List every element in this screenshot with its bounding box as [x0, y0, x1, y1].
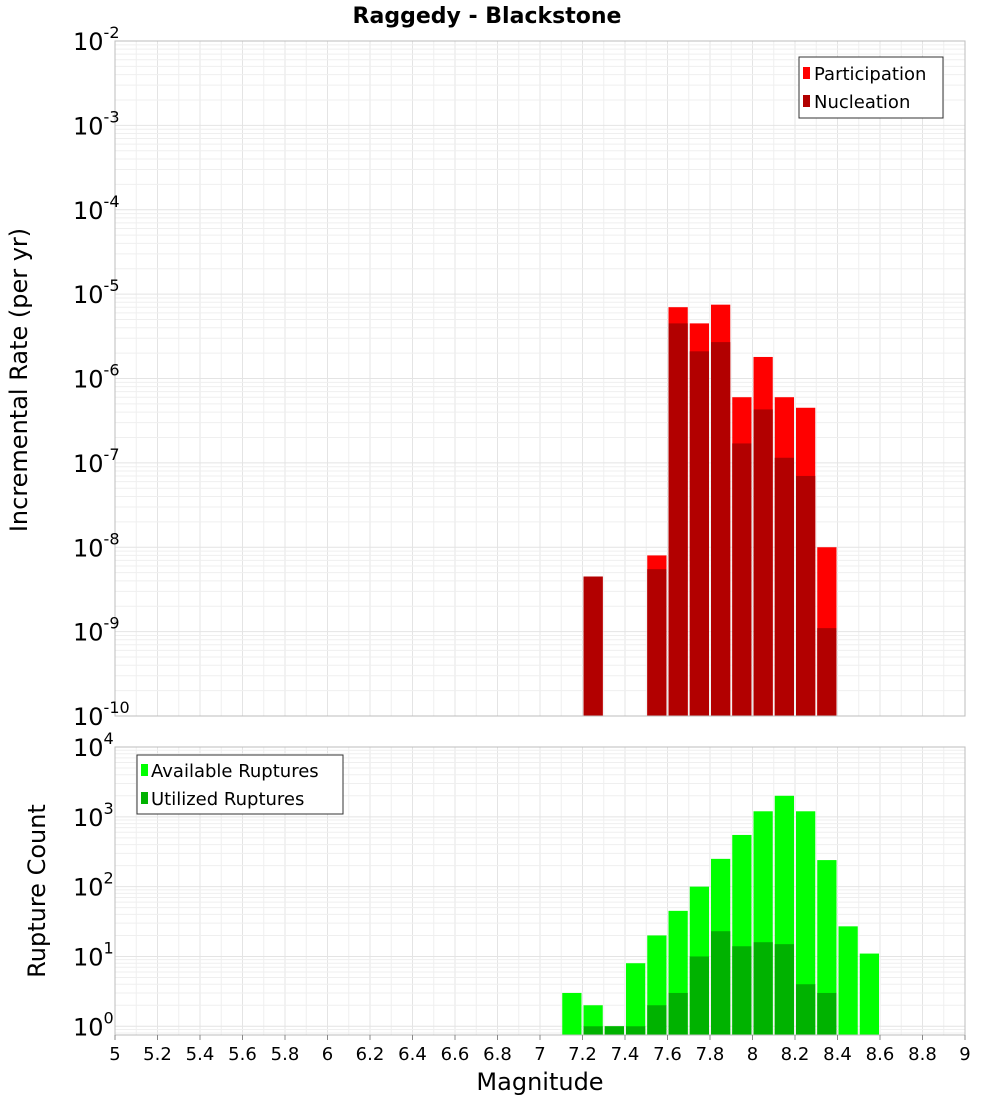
bottom-ytick-label: 104	[73, 729, 114, 762]
legend-nucleation-label: Nucleation	[814, 92, 910, 113]
count-bar-utilized-ruptures	[604, 1026, 624, 1035]
x-axis-label: Magnitude	[476, 1068, 603, 1096]
top-legend: Participation Nucleation	[798, 56, 944, 119]
count-bar-utilized-ruptures	[689, 956, 709, 1035]
top-ytick-label: 10-5	[73, 276, 120, 309]
count-bar-utilized-ruptures	[732, 946, 752, 1035]
x-tick-label: 7.4	[611, 1044, 640, 1065]
top-plot: 10-10 10-9 10-8 10-7 10-6 10-5 10-4 10-3 10-2 In…	[5, 23, 966, 731]
x-tick-label: 7	[534, 1044, 545, 1065]
top-ytick-label: 10-2	[73, 23, 120, 56]
top-y-axis-label: Incremental Rate (per yr)	[5, 228, 33, 532]
top-ytick-label: 10-3	[73, 107, 120, 140]
x-tick-label: 5.6	[228, 1044, 257, 1065]
count-bar-utilized-ruptures	[711, 931, 731, 1035]
rate-bar-nucleation	[774, 457, 794, 716]
rate-bar-nucleation	[796, 475, 816, 716]
x-tick-label: 7.2	[568, 1044, 597, 1065]
count-bar-utilized-ruptures	[583, 1026, 603, 1035]
x-tick-label: 6.6	[441, 1044, 470, 1065]
x-tick-label: 6	[322, 1044, 333, 1065]
count-bar-utilized-ruptures	[668, 992, 688, 1035]
x-tick-label: 8.2	[781, 1044, 810, 1065]
rate-bar-nucleation	[753, 409, 773, 716]
bottom-y-axis-label: Rupture Count	[23, 804, 51, 978]
legend-utilized-label: Utilized Ruptures	[151, 789, 304, 810]
legend-swatch-utilized	[141, 792, 148, 804]
count-bar-utilized-ruptures	[796, 984, 816, 1035]
count-bar-utilized-ruptures	[647, 1005, 667, 1035]
x-tick-label: 5	[109, 1044, 120, 1065]
top-ytick-label: 10-9	[73, 614, 120, 647]
bottom-legend: Available Ruptures Utilized Ruptures	[136, 754, 344, 815]
bottom-ytick-label: 101	[73, 938, 114, 971]
x-tick-label: 7.8	[696, 1044, 725, 1065]
count-bar-utilized-ruptures	[626, 1026, 646, 1035]
bottom-ytick-label: 103	[73, 799, 114, 832]
rate-bar-nucleation	[583, 576, 603, 716]
x-tick-label: 7.6	[653, 1044, 682, 1065]
rate-bar-nucleation	[711, 342, 731, 716]
top-ytick-label: 10-4	[73, 192, 120, 225]
legend-swatch-participation	[803, 67, 810, 79]
x-tick-label: 5.4	[186, 1044, 215, 1065]
top-ytick-label: 10-7	[73, 445, 120, 478]
bottom-ytick-label: 100	[73, 1008, 114, 1041]
legend-participation-label: Participation	[814, 64, 926, 85]
count-bar-utilized-ruptures	[817, 992, 837, 1035]
count-bar-available-ruptures	[626, 963, 646, 1035]
count-bar-available-ruptures	[838, 926, 858, 1035]
rate-bar-nucleation	[689, 351, 709, 716]
x-tick-label: 6.2	[356, 1044, 385, 1065]
x-tick-label: 8.6	[866, 1044, 895, 1065]
x-tick-label: 5.2	[143, 1044, 172, 1065]
x-tick-label: 8	[747, 1044, 758, 1065]
top-ytick-label: 10-6	[73, 361, 120, 394]
count-bar-utilized-ruptures	[774, 944, 794, 1035]
count-bar-utilized-ruptures	[753, 942, 773, 1035]
rate-bar-nucleation	[817, 628, 837, 716]
chart-title: Raggedy - Blackstone	[353, 4, 622, 29]
x-tick-label: 5.8	[271, 1044, 300, 1065]
x-tick-label: 8.8	[908, 1044, 937, 1065]
rate-bar-nucleation	[647, 569, 667, 716]
bottom-plot: 100 101 102 103 104 5 5.2 5.4 5.6 5.8 6 6.2 6.4 6.6 6…	[23, 729, 971, 1096]
x-tick-label: 6.8	[483, 1044, 512, 1065]
legend-available-label: Available Ruptures	[151, 761, 319, 782]
bottom-ytick-label: 102	[73, 869, 114, 902]
x-tick-label: 8.4	[823, 1044, 852, 1065]
rate-bar-nucleation	[732, 443, 752, 716]
count-bar-available-ruptures	[796, 811, 816, 1035]
legend-swatch-nucleation	[803, 95, 810, 107]
x-tick-label: 9	[959, 1044, 970, 1065]
rate-bar-nucleation	[668, 323, 688, 716]
top-ytick-label: 10-10	[73, 698, 130, 731]
legend-swatch-available	[141, 764, 148, 776]
count-bar-available-ruptures	[817, 860, 837, 1035]
x-tick-label: 6.4	[398, 1044, 427, 1065]
count-bar-available-ruptures	[859, 953, 879, 1035]
top-ytick-label: 10-8	[73, 529, 120, 562]
count-bar-available-ruptures	[562, 992, 582, 1035]
top-plot-frame	[114, 40, 966, 717]
